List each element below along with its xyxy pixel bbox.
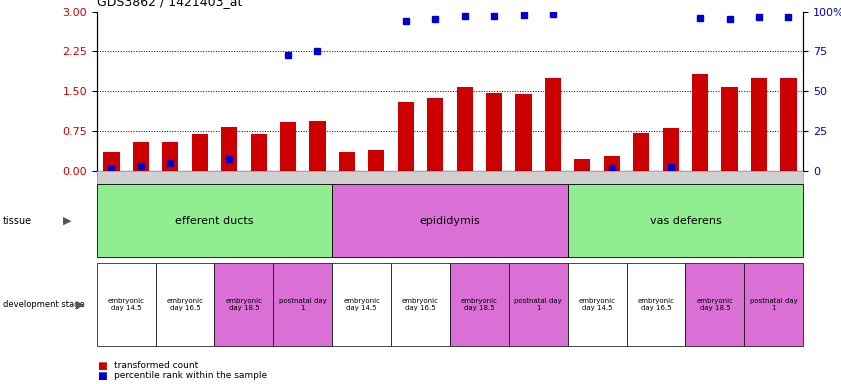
Bar bbox=[221, 127, 237, 171]
Bar bbox=[457, 88, 473, 171]
Text: postnatal day
1: postnatal day 1 bbox=[515, 298, 562, 311]
Text: postnatal day
1: postnatal day 1 bbox=[750, 298, 797, 311]
Bar bbox=[545, 78, 561, 171]
Bar bbox=[627, 263, 685, 346]
Bar bbox=[450, 263, 509, 346]
Text: embryonic
day 14.5: embryonic day 14.5 bbox=[343, 298, 380, 311]
Bar bbox=[427, 98, 443, 171]
Text: embryonic
day 18.5: embryonic day 18.5 bbox=[696, 298, 733, 311]
Text: embryonic
day 14.5: embryonic day 14.5 bbox=[579, 298, 616, 311]
Text: GDS3862 / 1421403_at: GDS3862 / 1421403_at bbox=[97, 0, 242, 8]
Bar bbox=[280, 122, 296, 171]
Bar bbox=[568, 184, 803, 257]
Text: ■: ■ bbox=[97, 361, 107, 371]
Bar bbox=[368, 150, 384, 171]
Text: embryonic
day 14.5: embryonic day 14.5 bbox=[108, 298, 145, 311]
Text: ▶: ▶ bbox=[76, 299, 84, 310]
Bar bbox=[486, 93, 502, 171]
Bar bbox=[692, 74, 708, 171]
Text: embryonic
day 16.5: embryonic day 16.5 bbox=[402, 298, 439, 311]
Bar bbox=[722, 87, 738, 171]
Bar bbox=[744, 263, 803, 346]
Bar bbox=[568, 263, 627, 346]
Text: embryonic
day 16.5: embryonic day 16.5 bbox=[167, 298, 204, 311]
Text: percentile rank within the sample: percentile rank within the sample bbox=[114, 371, 267, 380]
Bar bbox=[156, 263, 214, 346]
Bar bbox=[663, 128, 679, 171]
Bar bbox=[251, 134, 267, 171]
Text: ■: ■ bbox=[97, 371, 107, 381]
Bar bbox=[332, 263, 391, 346]
Bar bbox=[309, 121, 325, 171]
Text: postnatal day
1: postnatal day 1 bbox=[279, 298, 326, 311]
Bar bbox=[391, 263, 450, 346]
Bar bbox=[332, 184, 568, 257]
Text: vas deferens: vas deferens bbox=[649, 216, 722, 226]
Text: ▶: ▶ bbox=[63, 216, 71, 226]
Text: epididymis: epididymis bbox=[420, 216, 480, 226]
Text: embryonic
day 16.5: embryonic day 16.5 bbox=[637, 298, 674, 311]
Bar bbox=[780, 78, 796, 171]
Bar bbox=[633, 132, 649, 171]
Text: tissue: tissue bbox=[3, 216, 32, 226]
Bar bbox=[214, 263, 273, 346]
Bar bbox=[685, 263, 744, 346]
Text: embryonic
day 18.5: embryonic day 18.5 bbox=[461, 298, 498, 311]
Bar bbox=[751, 78, 767, 171]
Text: efferent ducts: efferent ducts bbox=[175, 216, 254, 226]
Bar bbox=[97, 184, 332, 257]
Bar bbox=[192, 134, 208, 171]
Bar bbox=[133, 142, 149, 171]
Text: transformed count: transformed count bbox=[114, 361, 198, 370]
Bar bbox=[509, 263, 568, 346]
Bar bbox=[398, 102, 414, 171]
Text: embryonic
day 18.5: embryonic day 18.5 bbox=[225, 298, 262, 311]
Bar bbox=[273, 263, 332, 346]
Bar bbox=[516, 94, 532, 171]
Text: development stage: development stage bbox=[3, 300, 84, 309]
Bar bbox=[103, 152, 119, 171]
Bar bbox=[604, 156, 620, 171]
Bar bbox=[574, 159, 590, 171]
Bar bbox=[162, 142, 178, 171]
Bar bbox=[339, 152, 355, 171]
Bar bbox=[97, 263, 156, 346]
